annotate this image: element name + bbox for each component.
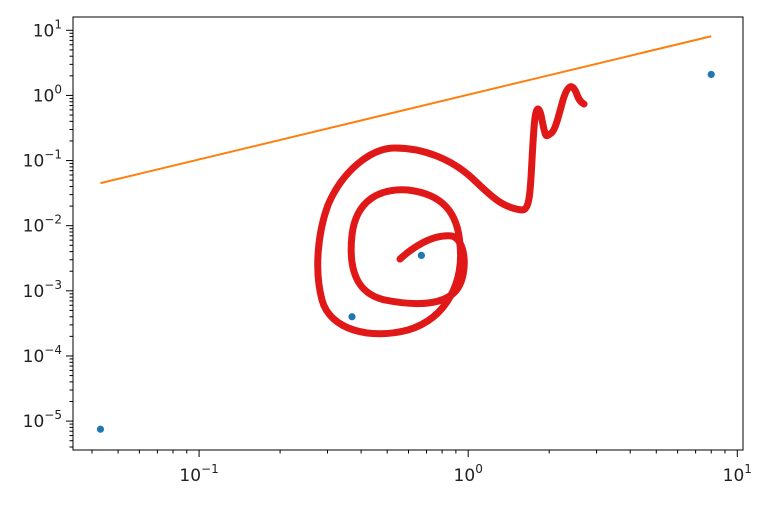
y-tick-exponent: 0 (54, 82, 62, 96)
y-tick-base: 10 (23, 282, 45, 302)
scatter-point (707, 70, 715, 79)
y-tick-label: 10−5 (23, 408, 62, 432)
y-tick-base: 10 (23, 347, 45, 367)
x-tick-label: 10−1 (179, 462, 218, 486)
y-tick-exponent: −5 (44, 408, 62, 422)
y-tick-label: 10−1 (23, 148, 62, 172)
y-tick-base: 10 (23, 217, 45, 237)
x-tick-label: 101 (723, 462, 752, 486)
x-tick-base: 10 (723, 466, 745, 486)
y-tick-exponent: 1 (54, 17, 62, 31)
scatter-series (96, 70, 715, 433)
y-tick-base: 10 (33, 21, 55, 41)
x-tick-exponent: −1 (201, 462, 219, 476)
y-tick-label: 101 (33, 17, 62, 41)
scatter-point (348, 313, 356, 321)
trend-line-series (100, 35, 712, 185)
x-tick-base: 10 (454, 466, 476, 486)
y-tick-exponent: −4 (44, 343, 62, 357)
y-tick-label: 10−2 (23, 213, 62, 237)
y-tick-exponent: −2 (44, 213, 62, 227)
scatter-point (417, 251, 425, 259)
x-tick-exponent: 0 (475, 462, 483, 476)
trend-line (100, 35, 712, 185)
y-tick-label: 10−4 (23, 343, 62, 367)
plot-frame (72, 16, 744, 451)
x-tick-label: 100 (454, 462, 483, 486)
y-tick-label: 100 (33, 82, 62, 106)
y-tick-base: 10 (33, 86, 55, 106)
scatter-point (96, 425, 105, 433)
red-scribble-annotation (314, 83, 588, 338)
x-tick-base: 10 (179, 466, 201, 486)
y-tick-label: 10−3 (23, 278, 62, 302)
y-tick-exponent: −1 (44, 148, 62, 162)
x-tick-exponent: 1 (744, 462, 752, 476)
y-tick-base: 10 (23, 152, 45, 172)
y-tick-exponent: −3 (44, 278, 62, 292)
y-tick-base: 10 (23, 412, 45, 432)
